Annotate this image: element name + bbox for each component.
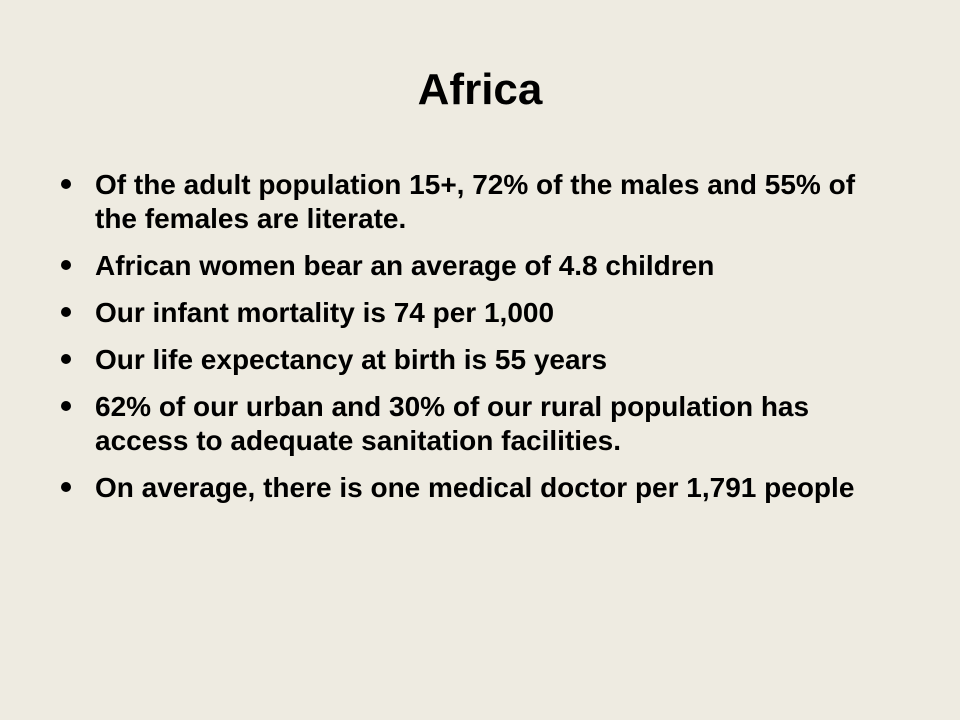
bullet-text: Of the adult population 15+, 72% of the … — [95, 169, 856, 234]
bullet-dot-icon — [61, 401, 71, 411]
bullet-text: 62% of our urban and 30% of our rural po… — [95, 391, 810, 456]
bullet-text: African women bear an average of 4.8 chi… — [95, 250, 715, 281]
bullet-dot-icon — [61, 354, 71, 364]
bullet-item: Our infant mortality is 74 per 1,000 — [58, 296, 898, 330]
bullet-dot-icon — [61, 260, 71, 270]
slide-title: Africa — [417, 65, 543, 114]
bullet-list: Of the adult population 15+, 72% of the … — [58, 168, 898, 518]
bullet-dot-icon — [61, 482, 71, 492]
bullet-item: Our life expectancy at birth is 55 years — [58, 343, 898, 377]
bullet-item: On average, there is one medical doctor … — [58, 471, 898, 505]
bullet-item: 62% of our urban and 30% of our rural po… — [58, 390, 898, 458]
bullet-text: On average, there is one medical doctor … — [95, 472, 855, 503]
bullet-text: Our infant mortality is 74 per 1,000 — [95, 297, 555, 328]
bullet-item: Of the adult population 15+, 72% of the … — [58, 168, 898, 236]
bullet-item: African women bear an average of 4.8 chi… — [58, 249, 898, 283]
bullet-dot-icon — [61, 179, 71, 189]
bullet-text: Our life expectancy at birth is 55 years — [95, 344, 608, 375]
bullet-dot-icon — [61, 307, 71, 317]
